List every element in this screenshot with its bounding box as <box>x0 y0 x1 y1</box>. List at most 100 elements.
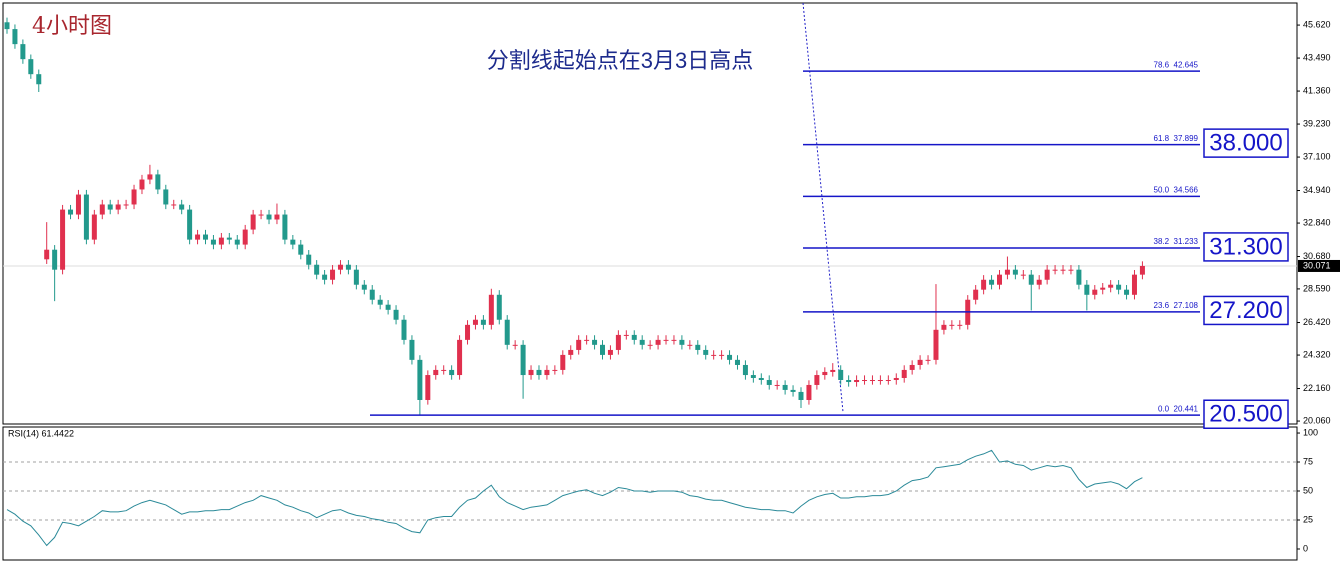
candle-body <box>671 339 677 341</box>
candle-body <box>226 237 232 240</box>
candle-body <box>480 319 486 325</box>
candle-body <box>838 369 844 381</box>
candle-body <box>854 380 860 383</box>
candle-body <box>528 369 534 376</box>
target-box <box>1203 399 1289 429</box>
candle-body <box>814 375 820 385</box>
candle-body <box>703 349 709 355</box>
candle-body <box>377 299 383 305</box>
candle-body <box>806 384 812 400</box>
y-tick-label: 37.100 <box>1303 151 1331 161</box>
candle-body <box>465 324 471 340</box>
candle-body <box>1139 265 1145 275</box>
candle-body <box>234 239 240 245</box>
rsi-y-tick-label: 25 <box>1303 514 1313 524</box>
candle-body <box>568 349 574 355</box>
candle-body <box>830 369 836 372</box>
candle-body <box>44 249 50 260</box>
candle-body <box>1036 279 1042 285</box>
candle-body <box>600 344 605 355</box>
candle-body <box>901 369 907 378</box>
rsi-y-tick-label: 100 <box>1303 427 1318 437</box>
candle-body <box>1108 284 1114 288</box>
candle-body <box>917 359 923 365</box>
candle-body <box>195 234 201 240</box>
candle-body <box>449 369 455 376</box>
candle-body <box>869 380 875 382</box>
rsi-y-tick-label: 0 <box>1303 543 1308 553</box>
y-tick-label: 28.590 <box>1303 283 1331 293</box>
candle-body <box>1084 284 1090 295</box>
chart-title: 4小时图 <box>32 14 112 39</box>
candle-body <box>1028 274 1034 285</box>
candle-body <box>115 204 121 210</box>
y-tick-label: 24.320 <box>1303 349 1331 359</box>
candle-body <box>504 319 510 345</box>
candle-body <box>83 194 89 240</box>
candle-body <box>361 284 367 290</box>
candle-body <box>774 384 780 386</box>
candle-body <box>36 74 42 85</box>
candle-body <box>99 204 105 215</box>
candle-body <box>957 324 963 326</box>
fib-label: 61.8 37.899 <box>1154 134 1199 143</box>
candle-body <box>607 349 613 355</box>
rsi-y-tick-label: 50 <box>1303 485 1313 495</box>
candle-body <box>623 334 629 336</box>
candle-body <box>433 369 439 376</box>
fib-label: 38.2 31.233 <box>1154 237 1199 246</box>
candle-body <box>258 214 264 216</box>
candle-body <box>1060 269 1066 271</box>
candle-body <box>822 371 828 376</box>
candle-body <box>401 319 407 340</box>
candle-body <box>75 194 81 215</box>
candle-body <box>488 294 494 325</box>
candle-body <box>782 384 788 390</box>
last-price-label: 30.071 <box>1303 260 1331 270</box>
fib-label: 0.0 20.441 <box>1158 404 1199 413</box>
candle-body <box>266 214 272 220</box>
candle-body <box>885 380 891 382</box>
candle-body <box>925 359 931 361</box>
last-price-box <box>1298 259 1340 272</box>
candle-body <box>425 375 431 400</box>
target-label: 38.000 <box>1209 129 1282 156</box>
candle-body <box>639 339 645 345</box>
candle-body <box>496 294 502 320</box>
candle-body <box>203 234 208 240</box>
candle-body <box>846 380 852 383</box>
candle-body <box>385 304 391 310</box>
target-label: 27.200 <box>1209 297 1282 324</box>
y-tick-label: 30.680 <box>1303 251 1331 261</box>
candle-body <box>1004 269 1010 275</box>
candle-body <box>552 369 558 371</box>
candle-body <box>171 204 177 206</box>
candle-body <box>218 237 224 245</box>
annotation: 分割线起始点在3月3日高点 <box>487 48 753 73</box>
candle-body <box>1012 269 1018 275</box>
candle-body <box>1116 284 1122 290</box>
candle-body <box>750 375 756 378</box>
candle-body <box>91 214 97 240</box>
candle-body <box>615 334 621 350</box>
candle-body <box>933 329 939 360</box>
candle-body <box>989 279 995 285</box>
candle-body <box>210 239 216 245</box>
candle-body <box>679 339 685 345</box>
candle-body <box>353 269 359 285</box>
target-label: 31.300 <box>1209 233 1282 260</box>
candle-body <box>123 204 129 206</box>
candle-body <box>560 354 566 370</box>
candle-body <box>862 380 868 382</box>
candle-body <box>695 344 701 350</box>
rsi-y-tick-label: 75 <box>1303 456 1313 466</box>
candle-body <box>290 239 296 245</box>
candle-body <box>20 44 26 60</box>
candle-body <box>536 369 542 376</box>
candle-body <box>647 344 653 346</box>
candle-body <box>584 339 590 341</box>
y-tick-label: 41.360 <box>1303 85 1331 95</box>
fib-label: 78.6 42.645 <box>1154 60 1199 69</box>
candle-body <box>457 339 463 376</box>
